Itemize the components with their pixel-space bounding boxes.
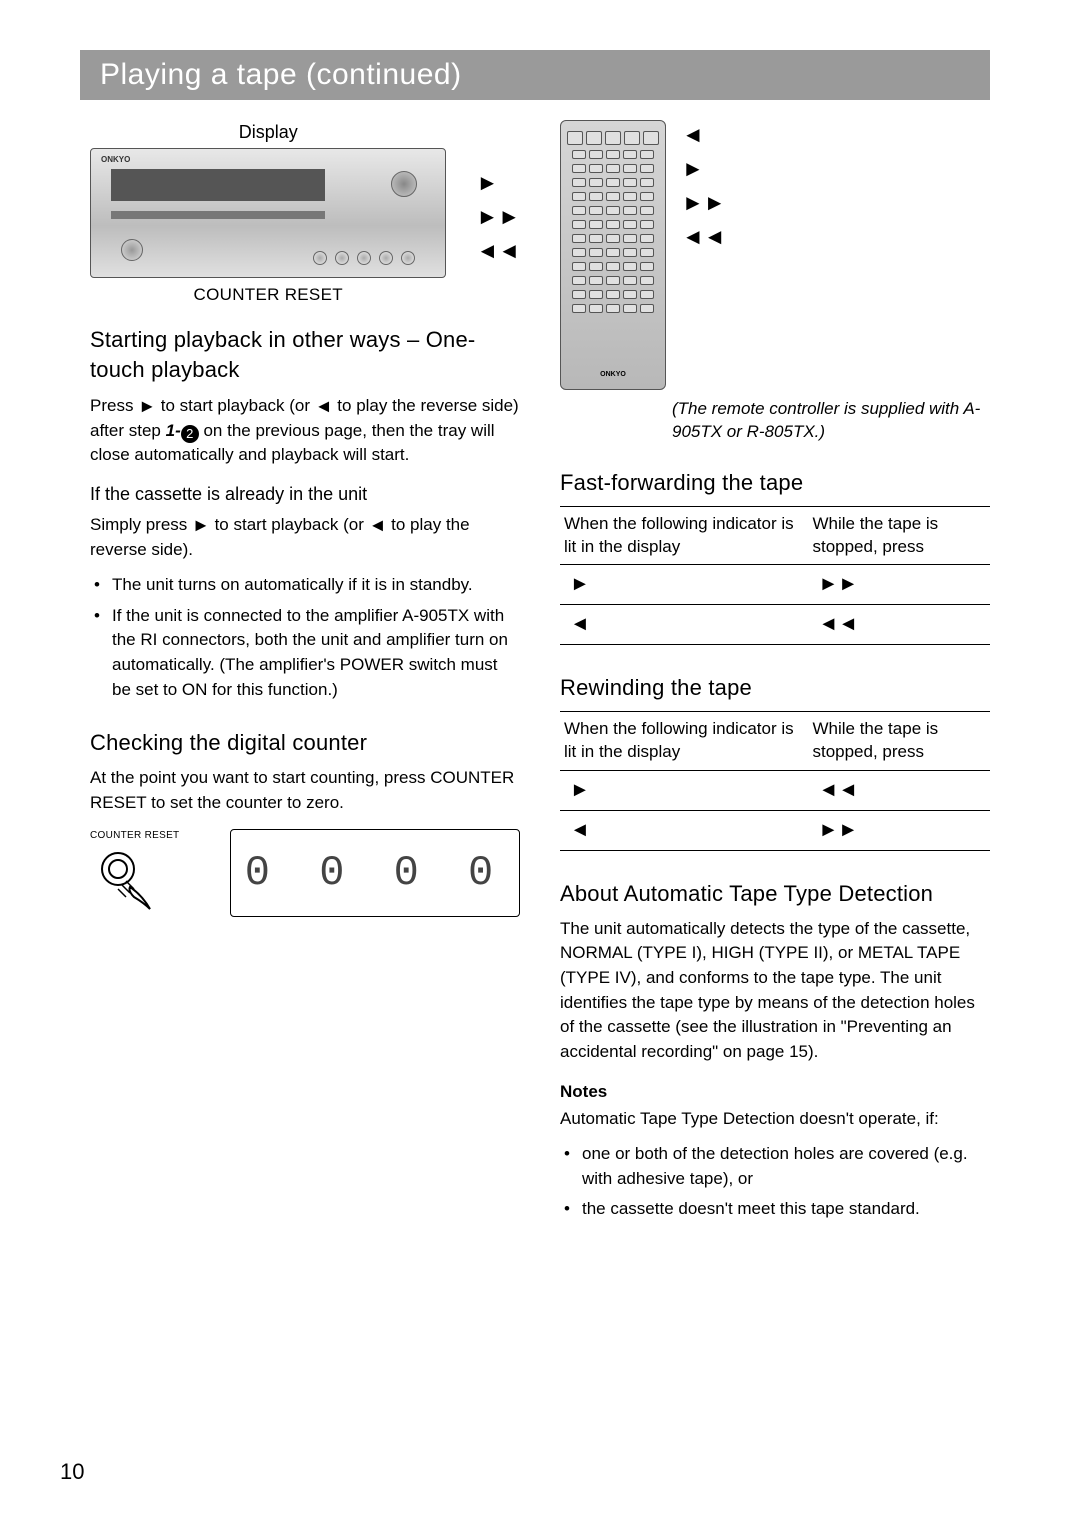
section-header: Playing a tape (continued) <box>80 50 990 100</box>
indicator-cell: ► <box>560 565 808 605</box>
notes-intro: Automatic Tape Type Detection doesn't op… <box>560 1107 990 1132</box>
button-cell: ►► <box>808 565 990 605</box>
counter-digits: 0 0 0 0 <box>245 845 505 902</box>
one-touch-playback-body: Press ► to start playback (or ◄ to play … <box>90 393 520 468</box>
remote-transport-icons: ◄ ► ►► ◄◄ <box>682 124 990 248</box>
remote-supply-note: (The remote controller is supplied with … <box>672 398 990 444</box>
right-column: ONKYO ◄ ► ►► ◄◄ (The remote controller i… <box>560 120 990 1228</box>
digital-counter-body: At the point you want to start counting,… <box>90 766 520 815</box>
left-column: Display ONKYO COUNTER RESET ► ►► ◄◄ <box>90 120 520 1228</box>
counter-display: 0 0 0 0 <box>230 829 520 917</box>
fast-forward-table: When the following indicator is lit in t… <box>560 506 990 646</box>
notes-bullets: one or both of the detection holes are c… <box>564 1142 990 1222</box>
ff-icon: ►► <box>476 206 520 228</box>
page-title: Playing a tape (continued) <box>100 58 970 92</box>
table-row: ◄ ◄◄ <box>560 605 990 645</box>
transport-icons: ► ►► ◄◄ <box>476 172 520 262</box>
one-touch-playback-heading: Starting playback in other ways – One-to… <box>90 325 520 384</box>
play-icon: ► <box>682 158 990 180</box>
counter-reset-illustration: COUNTER RESET 0 0 0 0 <box>90 829 520 923</box>
table-row: ► ◄◄ <box>560 771 990 811</box>
play-reverse-icon: ◄ <box>369 515 387 535</box>
auto-tape-type-body: The unit automatically detects the type … <box>560 917 990 1065</box>
rew-icon: ◄◄ <box>476 240 520 262</box>
button-cell: ◄◄ <box>808 771 990 811</box>
indicator-cell: ◄ <box>560 605 808 645</box>
step-badge: 2 <box>181 425 199 443</box>
indicator-cell: ► <box>560 771 808 811</box>
play-reverse-icon: ◄ <box>315 396 333 416</box>
tape-deck-illustration: ONKYO <box>90 148 446 278</box>
table-header: When the following indicator is lit in t… <box>560 712 808 771</box>
table-header: While the tape is stopped, press <box>808 712 990 771</box>
rewind-table: When the following indicator is lit in t… <box>560 711 990 851</box>
table-row: ◄ ►► <box>560 811 990 851</box>
already-in-unit-heading: If the cassette is already in the unit <box>90 482 520 506</box>
already-in-unit-bullets: The unit turns on automatically if it is… <box>94 573 520 702</box>
bullet-item: If the unit is connected to the amplifie… <box>94 604 520 703</box>
table-row: ► ►► <box>560 565 990 605</box>
digital-counter-heading: Checking the digital counter <box>90 728 520 758</box>
fast-forward-heading: Fast-forwarding the tape <box>560 468 990 498</box>
display-label: Display <box>90 120 446 144</box>
remote-brand: ONKYO <box>567 370 659 379</box>
rewind-heading: Rewinding the tape <box>560 673 990 703</box>
bullet-item: one or both of the detection holes are c… <box>564 1142 990 1191</box>
remote-illustration: ONKYO <box>560 120 666 390</box>
button-cell: ►► <box>808 811 990 851</box>
notes-heading: Notes <box>560 1081 990 1104</box>
remote-diagram: ONKYO ◄ ► ►► ◄◄ (The remote controller i… <box>560 120 990 444</box>
bullet-item: The unit turns on automatically if it is… <box>94 573 520 598</box>
table-header: When the following indicator is lit in t… <box>560 506 808 565</box>
page-number: 10 <box>60 1459 84 1485</box>
bullet-item: the cassette doesn't meet this tape stan… <box>564 1197 990 1222</box>
tape-deck-diagram: Display ONKYO COUNTER RESET ► ►► ◄◄ <box>90 120 520 307</box>
table-header: While the tape is stopped, press <box>808 506 990 565</box>
counter-reset-small-label: COUNTER RESET <box>90 829 200 843</box>
brand-label: ONKYO <box>101 155 130 166</box>
already-in-unit-body: Simply press ► to start playback (or ◄ t… <box>90 512 520 563</box>
counter-reset-press: COUNTER RESET <box>90 829 200 923</box>
indicator-cell: ◄ <box>560 811 808 851</box>
auto-tape-type-heading: About Automatic Tape Type Detection <box>560 879 990 909</box>
play-icon: ► <box>138 396 156 416</box>
play-icon: ► <box>192 515 210 535</box>
press-button-icon <box>90 847 170 917</box>
button-cell: ◄◄ <box>808 605 990 645</box>
ff-icon: ►► <box>682 192 990 214</box>
play-reverse-icon: ◄ <box>682 124 990 146</box>
rew-icon: ◄◄ <box>682 226 990 248</box>
counter-reset-label: COUNTER RESET <box>90 284 446 307</box>
play-icon: ► <box>476 172 520 194</box>
